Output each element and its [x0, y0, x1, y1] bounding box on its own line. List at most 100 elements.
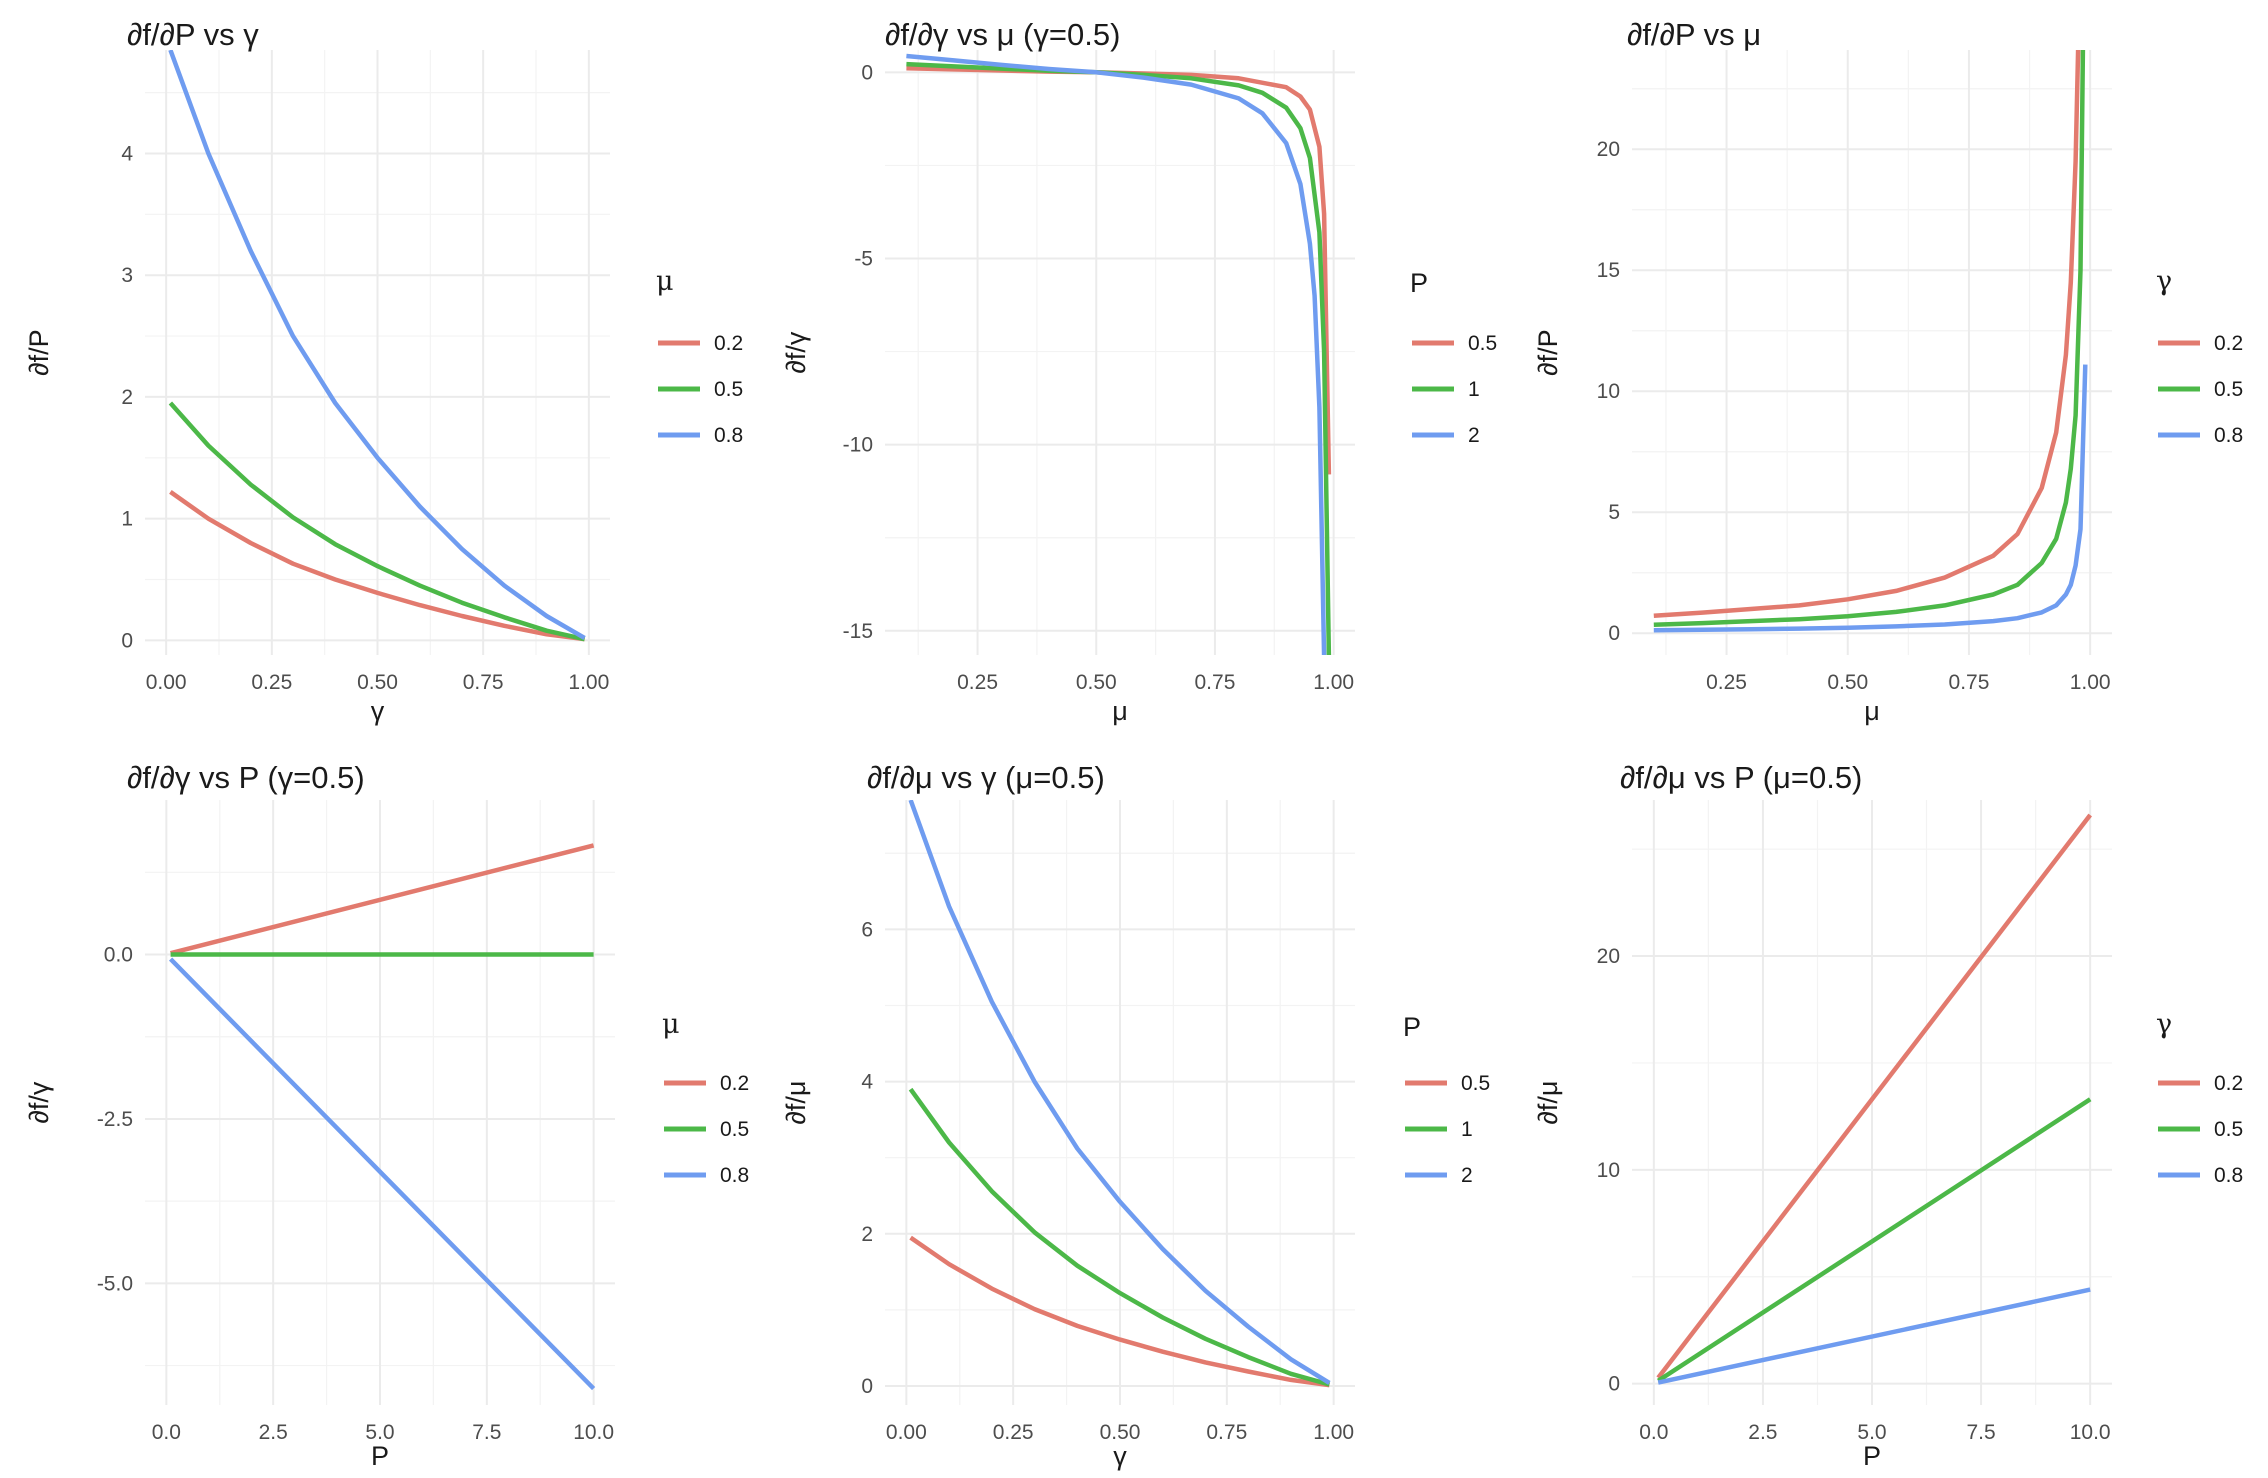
series-group — [1653, 50, 2088, 633]
series-group — [1656, 813, 2092, 1385]
y-tick-label: -2.5 — [97, 1108, 133, 1131]
x-tick-label: 0.50 — [357, 671, 398, 694]
legend-title: P — [1410, 268, 1428, 298]
y-axis-label: ∂f/P — [1533, 329, 1563, 375]
series-line-2 — [906, 53, 1327, 655]
x-tick-label: 2.5 — [1748, 1421, 1777, 1444]
y-tick-label: 0.0 — [104, 944, 133, 967]
x-tick-label: 0.0 — [1639, 1421, 1668, 1444]
x-axis-label: μ — [1112, 696, 1128, 726]
legend-label: 0.2 — [714, 332, 743, 355]
series-line-0.5 — [1653, 50, 2086, 628]
chart-panel-1: 0.00 0.25 0.50 0.75 1.00 0 1 2 3 4 ∂f/∂P vs γ γ ∂f/P… — [24, 17, 743, 726]
series-line-0.5 — [1656, 1097, 2092, 1383]
legend-label: 0.5 — [714, 378, 743, 401]
series-line-0.5 — [909, 1235, 1330, 1388]
y-axis-label: ∂f/P — [24, 329, 54, 375]
x-tick-label: 0.75 — [463, 671, 504, 694]
legend-label: 2 — [1461, 1164, 1473, 1187]
legend-label: 0.8 — [720, 1164, 749, 1187]
series-group — [906, 53, 1332, 655]
series-group — [908, 800, 1331, 1388]
series-line-0.2 — [169, 490, 585, 642]
y-tick-label: 5 — [1608, 501, 1620, 524]
y-tick-label: 6 — [861, 918, 873, 941]
y-tick-label: 3 — [121, 264, 133, 287]
grid — [1632, 50, 2112, 655]
y-tick-label: 0 — [861, 61, 873, 84]
x-axis-label: μ — [1864, 696, 1880, 726]
y-tick-label: -5 — [854, 247, 873, 270]
y-tick-label: 15 — [1597, 259, 1620, 282]
chart-panel-4: 0.0 2.5 5.0 7.5 10.0 0.0 -2.5 -5.0 ∂f/∂γ vs P (γ… — [24, 760, 749, 1471]
series-line-0.2 — [1653, 50, 2081, 619]
legend-label: 0.2 — [720, 1072, 749, 1095]
series-line-0.2 — [1656, 813, 2092, 1380]
x-tick-label: 0.75 — [1195, 671, 1236, 694]
x-tick-label: 0.25 — [251, 671, 292, 694]
y-tick-label: 4 — [861, 1071, 873, 1094]
x-tick-label: 1.00 — [2070, 671, 2111, 694]
legend-label: 0.5 — [2214, 1118, 2243, 1141]
y-axis-label: ∂f/γ — [24, 1081, 54, 1123]
y-tick-label: 2 — [861, 1223, 873, 1246]
y-tick-label: 4 — [121, 142, 133, 165]
legend: μ 0.2 0.5 0.8 — [656, 266, 743, 447]
y-tick-label: 2 — [121, 386, 133, 409]
legend: γ 0.2 0.5 0.8 — [2156, 266, 2243, 447]
x-axis-label: P — [371, 1441, 389, 1471]
x-tick-label: 7.5 — [472, 1421, 501, 1444]
legend-title: γ — [2156, 1009, 2172, 1040]
chart-title: ∂f/∂γ vs μ (γ=0.5) — [885, 17, 1120, 52]
series-line-0.5 — [168, 401, 586, 642]
x-tick-label: 0.50 — [1827, 671, 1868, 694]
x-tick-label: 0.25 — [993, 1421, 1034, 1444]
y-axis-label: ∂f/γ — [781, 331, 811, 373]
legend-title: μ — [662, 1009, 680, 1040]
y-tick-label: 10 — [1597, 380, 1620, 403]
x-tick-label: 7.5 — [1966, 1421, 1995, 1444]
y-tick-label: -10 — [843, 434, 873, 457]
y-tick-label: 0 — [861, 1375, 873, 1398]
series-line-1 — [906, 61, 1332, 655]
y-tick-label: 20 — [1597, 945, 1620, 968]
legend: μ 0.2 0.5 0.8 — [662, 1009, 749, 1187]
legend-label: 0.8 — [2214, 1164, 2243, 1187]
y-tick-label: 20 — [1597, 138, 1620, 161]
y-axis-label: ∂f/μ — [1533, 1081, 1563, 1125]
series-line-0.8 — [1657, 1287, 2091, 1385]
y-tick-label: 10 — [1597, 1159, 1620, 1182]
legend-label: 2 — [1468, 424, 1480, 447]
series-line-2 — [908, 800, 1331, 1385]
series-line-0.8 — [168, 50, 586, 640]
grid — [1632, 800, 2112, 1405]
legend-label: 1 — [1468, 378, 1480, 401]
x-tick-label: 1.00 — [1313, 1421, 1354, 1444]
x-tick-label: 1.00 — [1313, 671, 1354, 694]
legend-label: 0.5 — [720, 1118, 749, 1141]
chart-panel-5: 0.00 0.25 0.50 0.75 1.00 0 2 4 6 ∂f/∂μ vs γ (μ=0.… — [781, 760, 1490, 1471]
series-line-0.8 — [168, 957, 596, 1391]
x-tick-label: 10.0 — [573, 1421, 614, 1444]
legend-label: 1 — [1461, 1118, 1473, 1141]
legend: P 0.5 1 2 — [1410, 268, 1497, 447]
legend-label: 0.2 — [2214, 1072, 2243, 1095]
x-tick-label: 0.00 — [886, 1421, 927, 1444]
legend-label: 0.8 — [714, 424, 743, 447]
series-group — [168, 843, 596, 1391]
x-tick-label: 0.0 — [152, 1421, 181, 1444]
x-tick-label: 10.0 — [2070, 1421, 2111, 1444]
chart-panel-2: 0.25 0.50 0.75 1.00 0 -5 -10 -15 ∂f/∂γ vs μ (γ=0… — [781, 17, 1497, 726]
y-tick-label: -15 — [843, 620, 873, 643]
legend-label: 0.5 — [1468, 332, 1497, 355]
x-tick-label: 2.5 — [259, 1421, 288, 1444]
x-tick-label: 0.75 — [1949, 671, 1990, 694]
x-tick-label: 0.00 — [146, 671, 187, 694]
x-tick-label: 0.50 — [1100, 1421, 1141, 1444]
y-tick-label: -5.0 — [97, 1272, 133, 1295]
series-group — [168, 50, 586, 642]
legend-title: P — [1403, 1012, 1421, 1042]
legend-label: 0.5 — [2214, 378, 2243, 401]
y-tick-label: 0 — [121, 629, 133, 652]
x-axis-label: P — [1863, 1441, 1881, 1471]
